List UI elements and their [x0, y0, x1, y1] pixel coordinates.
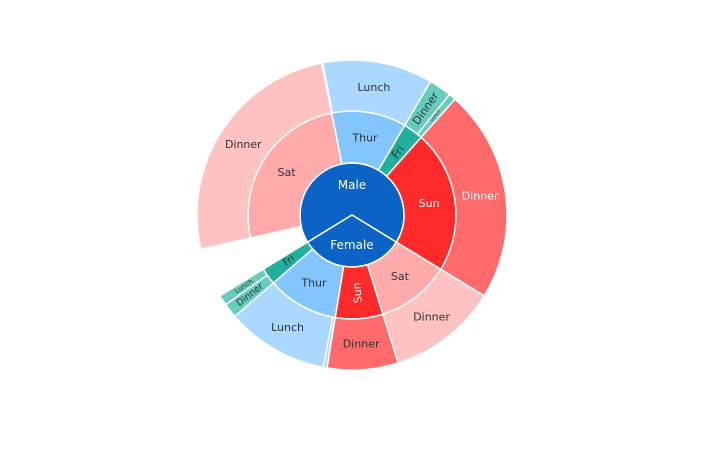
segment-female-sat-dinner[interactable] [382, 268, 486, 364]
segment-male-sat-dinner[interactable] [196, 62, 333, 251]
